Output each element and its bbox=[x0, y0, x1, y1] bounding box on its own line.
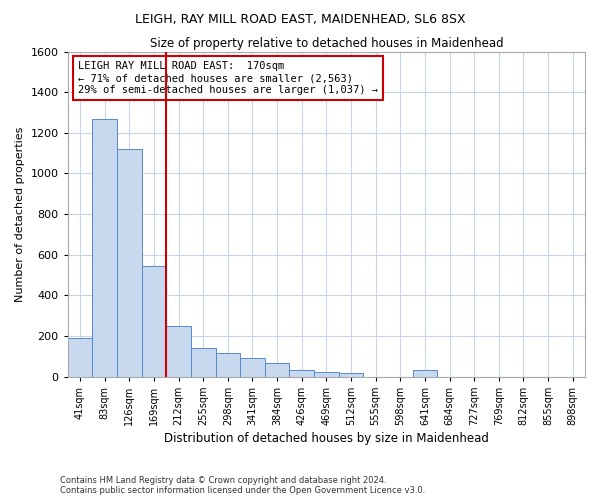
X-axis label: Distribution of detached houses by size in Maidenhead: Distribution of detached houses by size … bbox=[164, 432, 489, 445]
Bar bbox=[166, 326, 191, 376]
Text: LEIGH, RAY MILL ROAD EAST, MAIDENHEAD, SL6 8SX: LEIGH, RAY MILL ROAD EAST, MAIDENHEAD, S… bbox=[134, 12, 466, 26]
Text: LEIGH RAY MILL ROAD EAST:  170sqm
← 71% of detached houses are smaller (2,563)
2: LEIGH RAY MILL ROAD EAST: 170sqm ← 71% o… bbox=[78, 62, 378, 94]
Bar bbox=[338, 374, 364, 376]
Bar bbox=[68, 338, 92, 376]
Bar bbox=[265, 364, 289, 376]
Y-axis label: Number of detached properties: Number of detached properties bbox=[15, 126, 25, 302]
Bar bbox=[413, 370, 437, 376]
Bar bbox=[314, 372, 338, 376]
Text: Contains HM Land Registry data © Crown copyright and database right 2024.
Contai: Contains HM Land Registry data © Crown c… bbox=[60, 476, 425, 495]
Bar bbox=[289, 370, 314, 376]
Bar bbox=[240, 358, 265, 376]
Bar bbox=[191, 348, 215, 376]
Bar bbox=[92, 118, 117, 376]
Bar bbox=[117, 149, 142, 376]
Bar bbox=[215, 353, 240, 376]
Bar bbox=[142, 266, 166, 376]
Title: Size of property relative to detached houses in Maidenhead: Size of property relative to detached ho… bbox=[149, 38, 503, 51]
